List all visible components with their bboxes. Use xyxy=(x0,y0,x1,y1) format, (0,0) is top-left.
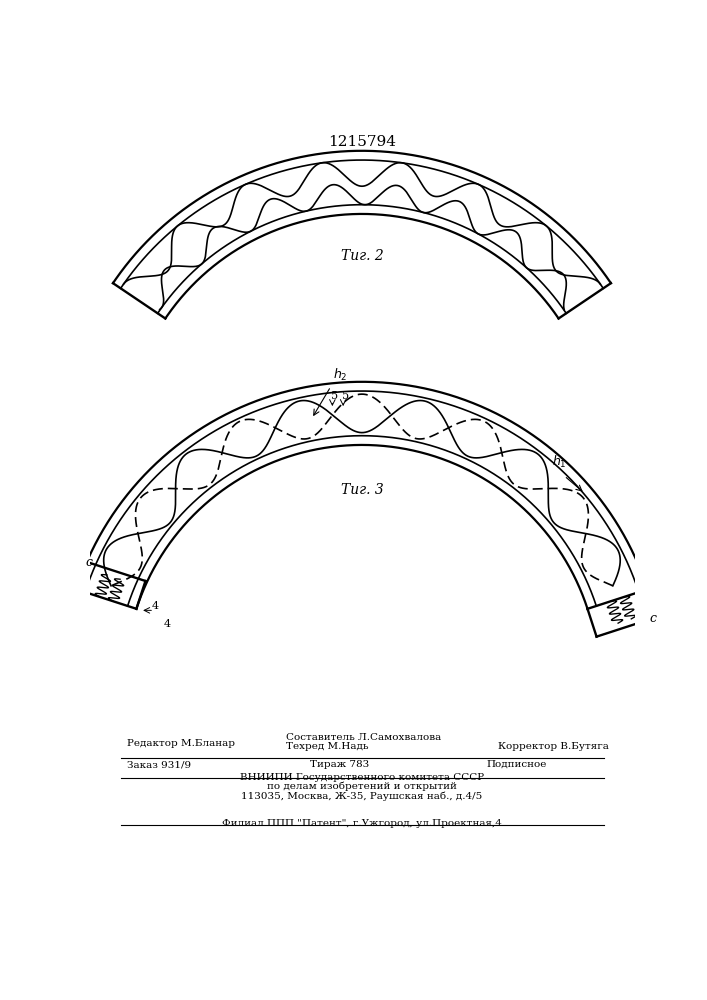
Text: Заказ 931/9: Заказ 931/9 xyxy=(127,760,191,769)
Text: 113035, Москва, Ж-35, Раушская наб., д.4/5: 113035, Москва, Ж-35, Раушская наб., д.4… xyxy=(241,791,483,801)
Text: Редактор М.Бланар: Редактор М.Бланар xyxy=(127,739,235,748)
Text: 5: 5 xyxy=(331,391,338,401)
Text: по делам изобретений и открытий: по делам изобретений и открытий xyxy=(267,782,457,791)
Text: 5: 5 xyxy=(342,391,349,401)
Text: Тираж 783: Тираж 783 xyxy=(310,760,369,769)
Text: $h_2$: $h_2$ xyxy=(333,367,348,383)
Text: Τиг. 3: Τиг. 3 xyxy=(341,483,383,497)
Text: Корректор В.Бутяга: Корректор В.Бутяга xyxy=(498,742,609,751)
Text: Составитель Л.Самохвалова: Составитель Л.Самохвалова xyxy=(286,733,442,742)
Text: c: c xyxy=(86,556,93,569)
Text: Техред М.Надь: Техред М.Надь xyxy=(286,742,369,751)
Text: 4: 4 xyxy=(152,601,159,611)
Text: ВНИИПИ Государственного комитета СССР: ВНИИПИ Государственного комитета СССР xyxy=(240,773,484,782)
Text: c: c xyxy=(650,612,656,625)
Text: 4: 4 xyxy=(163,619,170,629)
Text: Филиал ППП "Патент", г.Ужгород, ул.Проектная,4: Филиал ППП "Патент", г.Ужгород, ул.Проек… xyxy=(222,819,502,828)
Text: 1215794: 1215794 xyxy=(328,135,396,149)
Text: Τиг. 2: Τиг. 2 xyxy=(341,249,383,263)
Text: $h_1$: $h_1$ xyxy=(551,454,566,470)
Text: Подписное: Подписное xyxy=(486,760,547,769)
